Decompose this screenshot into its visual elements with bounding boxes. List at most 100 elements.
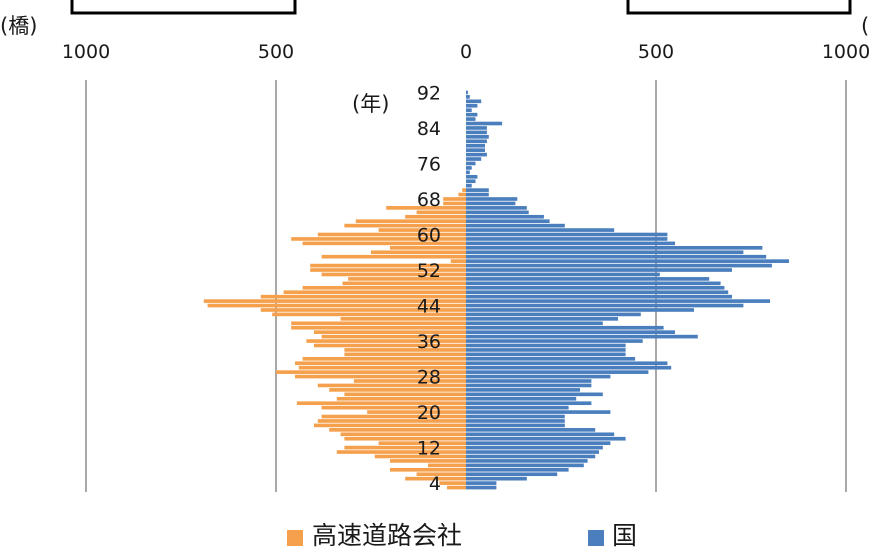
x-tick-label: 1000 [822, 41, 870, 63]
bar-national-age-49 [466, 281, 721, 286]
age-tick-label: 44 [417, 296, 441, 318]
bar-highway-age-47 [283, 290, 466, 295]
bar-highway-age-54 [450, 259, 466, 263]
age-tick-label: 76 [417, 153, 441, 175]
age-tick-label: 4 [429, 473, 441, 495]
bar-national-age-50 [466, 277, 710, 281]
bar-highway-age-39 [291, 325, 466, 330]
bar-national-age-37 [466, 334, 698, 339]
bar-highway-age-60 [317, 232, 466, 237]
bar-highway-age-8 [428, 463, 466, 468]
bar-highway-age-16 [329, 428, 466, 432]
bar-national-age-3 [466, 485, 497, 490]
bar-national-age-62 [466, 223, 565, 228]
bar-national-age-19 [466, 414, 565, 419]
bar-highway-age-43 [260, 308, 466, 312]
x-tick-label: 1000 [62, 41, 110, 63]
bar-highway-age-7 [390, 467, 466, 472]
bar-national-age-90 [466, 99, 482, 104]
bar-national-age-75 [466, 166, 472, 170]
bar-highway-age-3 [447, 485, 466, 490]
bar-highway-age-46 [260, 294, 466, 299]
bar-highway-age-50 [348, 277, 466, 281]
bar-highway-age-36 [306, 339, 466, 343]
bar-highway-age-32 [302, 356, 466, 361]
bar-national-age-81 [466, 139, 487, 144]
bar-highway-age-69 [458, 192, 466, 197]
bar-highway-age-14 [344, 436, 466, 441]
bar-national-age-27 [466, 379, 592, 383]
legend-swatch-highway [287, 530, 303, 546]
bar-national-age-76 [466, 161, 476, 166]
x-tick-label: 500 [258, 41, 294, 63]
bar-national-age-52 [466, 268, 732, 272]
bar-national-age-59 [466, 237, 668, 241]
bar-national-age-17 [466, 423, 565, 428]
bar-national-age-77 [466, 157, 482, 161]
bar-highway-age-28 [295, 374, 466, 379]
bar-national-age-73 [466, 174, 478, 179]
bar-national-age-14 [466, 436, 626, 441]
bar-national-age-30 [466, 365, 672, 370]
bar-national-age-18 [466, 419, 565, 423]
bar-national-age-74 [466, 170, 470, 175]
bar-highway-age-48 [302, 285, 466, 290]
bar-highway-age-53 [310, 263, 466, 268]
bar-highway-age-18 [317, 419, 466, 423]
bar-national-age-58 [466, 241, 675, 246]
age-tick-label: 12 [417, 438, 441, 460]
bar-national-age-10 [466, 454, 596, 459]
bar-national-age-71 [466, 183, 472, 188]
age-tick-label: 60 [417, 225, 441, 247]
bar-national-age-60 [466, 232, 668, 237]
bar-national-age-16 [466, 428, 596, 432]
bar-national-age-12 [466, 445, 603, 450]
bar-national-age-9 [466, 459, 588, 463]
legend-label-highway: 高速道路会社 [312, 521, 462, 548]
bar-highway-age-65 [416, 210, 466, 215]
bar-highway-age-13 [378, 441, 466, 445]
bar-national-age-25 [466, 388, 580, 392]
bar-national-age-8 [466, 463, 584, 468]
bar-national-age-20 [466, 410, 611, 414]
bar-national-age-88 [466, 108, 472, 113]
bar-highway-age-51 [321, 272, 466, 277]
bar-national-age-31 [466, 361, 668, 366]
bar-highway-age-25 [329, 388, 466, 392]
x-tick-label: 0 [460, 41, 472, 63]
bar-national-age-51 [466, 272, 660, 277]
bar-national-age-56 [466, 250, 744, 255]
bar-national-age-13 [466, 441, 611, 445]
bar-highway-age-49 [342, 281, 466, 286]
bar-national-age-45 [466, 299, 770, 303]
bar-national-age-22 [466, 401, 592, 406]
bar-highway-age-20 [367, 410, 466, 414]
bar-national-age-89 [466, 103, 478, 108]
bar-national-age-5 [466, 476, 527, 481]
bar-highway-age-61 [378, 228, 466, 232]
bar-national-age-32 [466, 356, 636, 361]
bar-national-age-41 [466, 317, 618, 321]
bar-national-age-26 [466, 383, 592, 388]
bar-national-age-87 [466, 112, 478, 117]
bar-highway-age-29 [276, 370, 466, 374]
bar-national-age-83 [466, 130, 487, 135]
bar-national-age-57 [466, 246, 763, 250]
bar-highway-age-63 [355, 219, 466, 224]
bar-national-age-35 [466, 343, 626, 348]
bar-highway-age-30 [298, 365, 466, 370]
bar-national-age-34 [466, 348, 626, 352]
left-unit-label: (橋) [0, 14, 37, 38]
bar-highway-age-55 [321, 254, 466, 259]
bar-highway-age-40 [291, 321, 466, 326]
x-tick-label: 500 [638, 41, 674, 63]
bar-highway-age-62 [344, 223, 466, 228]
age-tick-label: 28 [417, 367, 441, 389]
bar-national-age-85 [466, 121, 503, 126]
bar-national-age-64 [466, 214, 544, 219]
bar-national-age-55 [466, 254, 767, 259]
bar-highway-age-15 [340, 432, 466, 437]
bar-national-age-67 [466, 201, 516, 206]
bar-national-age-54 [466, 259, 789, 263]
